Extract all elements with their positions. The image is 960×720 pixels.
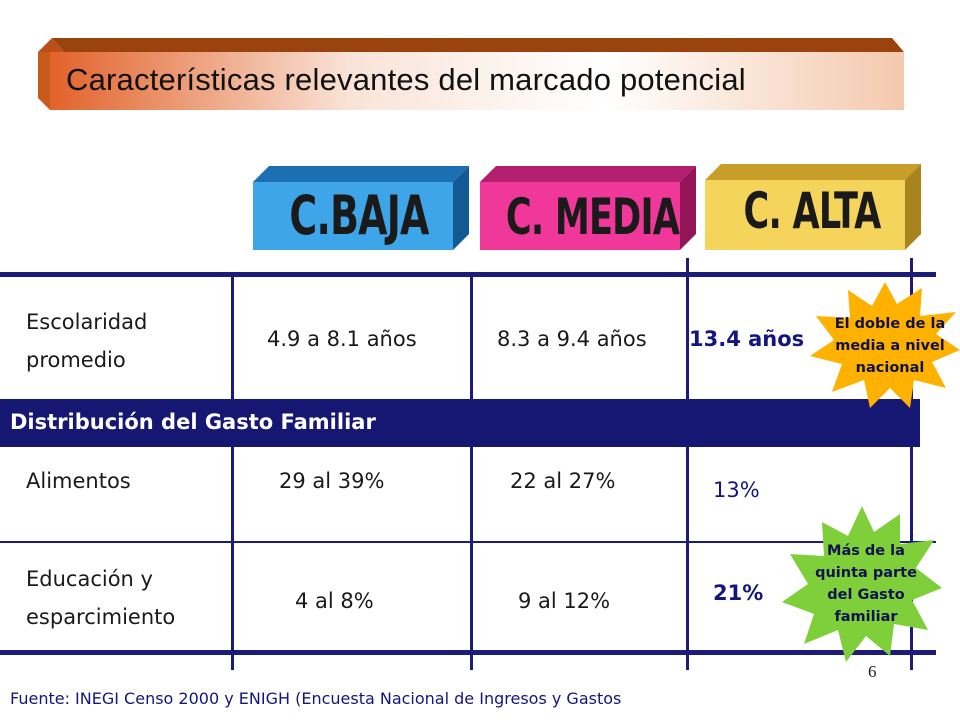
educacion-media: 9 al 12% [518, 589, 611, 613]
row-label-alimentos: Alimentos [26, 469, 131, 493]
educacion-alta: 21% [713, 581, 764, 605]
category-box-baja [253, 166, 469, 250]
category-label-baja: C.BAJA [289, 184, 429, 247]
callout-starburst-yellow [810, 282, 960, 408]
category-label-alta: C. ALTA [743, 182, 882, 240]
section-label-gasto-familiar: Distribución del Gasto Familiar [10, 410, 376, 434]
educacion-baja: 4 al 8% [295, 589, 374, 613]
escolaridad-baja: 4.9 a 8.1 años [267, 327, 417, 351]
column-divider-2 [470, 275, 473, 670]
column-divider-3 [686, 258, 689, 670]
column-divider-1 [231, 275, 234, 670]
source-footer: Fuente: INEGI Censo 2000 y ENIGH (Encues… [10, 689, 622, 708]
alimentos-baja: 29 al 39% [279, 469, 385, 493]
alimentos-media: 22 al 27% [510, 469, 616, 493]
callout-green-text: Más de la quinta parte del Gasto familia… [815, 543, 917, 625]
callout-yellow-text: El doble de la media a nivel nacional [834, 316, 946, 376]
escolaridad-media: 8.3 a 9.4 años [497, 327, 647, 351]
category-label-media: C. MEDIA [505, 188, 680, 246]
table-row-divider [0, 541, 936, 543]
page-number: 6 [868, 662, 877, 681]
row-label-escolaridad: Escolaridad promedio [26, 310, 148, 372]
page-title: Características relevantes del marcado p… [66, 62, 746, 97]
alimentos-alta: 13% [713, 478, 760, 502]
callout-starburst-green [782, 506, 942, 662]
category-box-alta [705, 164, 921, 250]
title-banner [38, 38, 904, 110]
row-label-educacion: Educación y esparcimiento [26, 567, 176, 629]
section-band [0, 399, 920, 447]
column-divider-4 [910, 258, 913, 670]
table-top-border [0, 272, 936, 277]
table-bottom-border [0, 650, 936, 655]
escolaridad-alta: 13.4 años [689, 327, 805, 351]
category-box-media [480, 166, 696, 250]
